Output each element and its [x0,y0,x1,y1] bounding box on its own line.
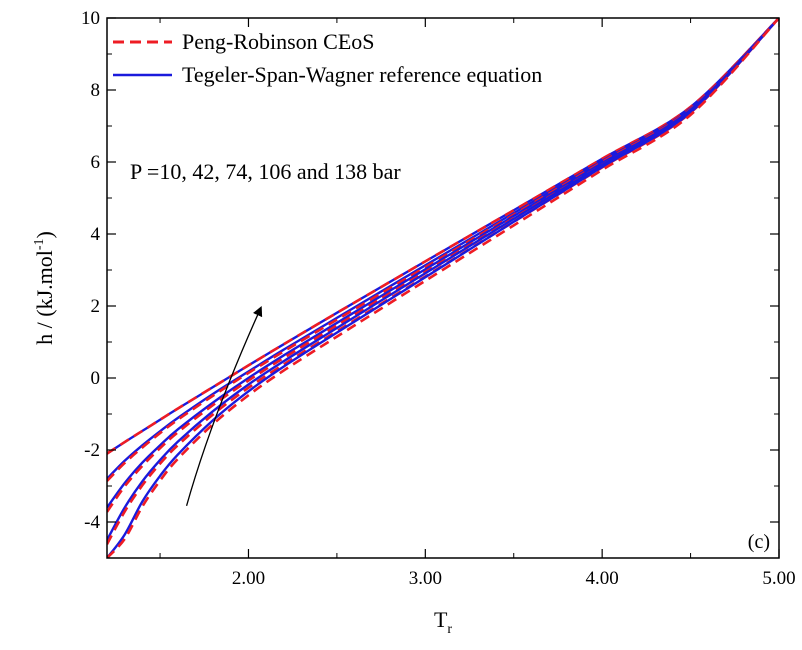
legend-label-tegeler-span-wagner: Tegeler-Span-Wagner reference equation [182,62,542,87]
tegeler-span-wagner-line-138bar [107,18,779,558]
panel-label: (c) [748,531,770,553]
legend-label-peng-robinson: Peng-Robinson CEoS [182,29,375,54]
y-tick-label: 10 [81,8,100,29]
y-tick-label: 4 [91,224,101,245]
x-axis-label: Tr [434,607,452,637]
peng-robinson-line-106bar [107,18,779,545]
y-tick-label: 8 [91,80,101,101]
tegeler-span-wagner-line-106bar [107,18,779,541]
y-tick-label: -4 [84,512,100,533]
legend: Peng-Robinson CEoS Tegeler-Span-Wagner r… [113,29,542,87]
y-tick-label: 6 [91,152,101,173]
peng-robinson-line-42bar [107,18,779,482]
x-tick-label: 5.00 [762,568,795,589]
y-tick-label: 0 [91,368,101,389]
peng-robinson-line-10bar [107,18,779,455]
x-tick-label: 2.00 [232,568,265,589]
pressure-annotation: P =10, 42, 74, 106 and 138 bar [130,159,401,184]
increasing-pressure-arrow [185,305,263,506]
x-tick-label: 4.00 [586,568,619,589]
peng-robinson-line-138bar [107,18,779,558]
axis-ticks: 2.00 3.00 4.00 5.00 -4 -2 0 2 4 6 8 10 [81,8,796,589]
tegeler-span-wagner-line-42bar [107,18,779,480]
y-tick-label: 2 [91,296,101,317]
curves-group [107,18,779,558]
tegeler-span-wagner-line-74bar [107,18,779,509]
plot-frame [106,17,780,559]
y-axis-label: h / (kJ.mol-1) [32,231,57,345]
y-tick-label: -2 [84,440,100,461]
x-tick-label: 3.00 [409,568,442,589]
